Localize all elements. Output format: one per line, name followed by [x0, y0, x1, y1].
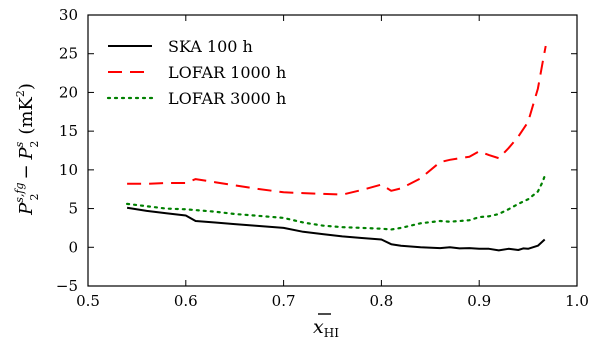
x-axis-title-main: x — [313, 316, 324, 338]
y-title-unit-open: (mK — [16, 97, 37, 135]
x-axis-title: xHI — [313, 313, 339, 340]
y-tick-label: 0 — [68, 238, 78, 256]
y-tick-label: −5 — [56, 277, 78, 295]
x-tick-label: 0.5 — [76, 292, 100, 310]
plot-frame — [87, 14, 578, 287]
y-title-p-sub: 2 — [28, 194, 41, 201]
y-tick-label: 25 — [59, 45, 78, 63]
y-tick-label: 15 — [59, 122, 78, 140]
x-tick-label: 0.7 — [272, 292, 296, 310]
y-tick-label: 20 — [59, 83, 78, 101]
legend: SKA 100 h LOFAR 1000 h LOFAR 3000 h — [106, 37, 286, 108]
x-tick-label: 0.9 — [467, 292, 491, 310]
y-title-p: P — [16, 202, 37, 216]
svg-text:xHI: xHI — [313, 316, 339, 340]
legend-label-2: LOFAR 1000 h — [168, 63, 286, 82]
tick-marks — [87, 14, 578, 287]
x-axis-title-sub: HI — [324, 326, 339, 340]
y-title-unit-close: ) — [16, 83, 37, 90]
svg-text:Ps,fg2−Ps2(mK2): Ps,fg 2−Ps 2(mK2) — [13, 83, 41, 216]
legend-label-1: SKA 100 h — [168, 37, 253, 56]
y-axis-title: Ps,fg 2−Ps 2(mK2) — [13, 83, 41, 216]
legend-label-3: LOFAR 3000 h — [168, 89, 286, 108]
series-line-3 — [125, 171, 547, 231]
y-title-unit-sup: 2 — [14, 90, 27, 97]
y-title-p2-sup: s — [13, 141, 26, 147]
x-tick-label: 0.6 — [174, 292, 198, 310]
y-title-p-sup: s,fg — [13, 183, 26, 203]
series-line-1 — [126, 206, 546, 252]
y-title-p2: P — [16, 146, 37, 160]
y-tick-label: 5 — [68, 200, 78, 218]
series-lines — [125, 45, 547, 252]
y-title-p2-sub: 2 — [28, 141, 41, 148]
x-tick-label: 1.0 — [565, 292, 589, 310]
y-tick-label: 10 — [59, 161, 78, 179]
x-tick-label: 0.8 — [369, 292, 393, 310]
y-tick-label: 30 — [59, 6, 78, 24]
tick-labels: 0.5 0.6 0.7 0.8 0.9 1.0 −5 0 5 10 15 20 25 30 — [56, 6, 589, 310]
series-line-2 — [127, 45, 547, 196]
y-title-minus: − — [16, 164, 37, 179]
